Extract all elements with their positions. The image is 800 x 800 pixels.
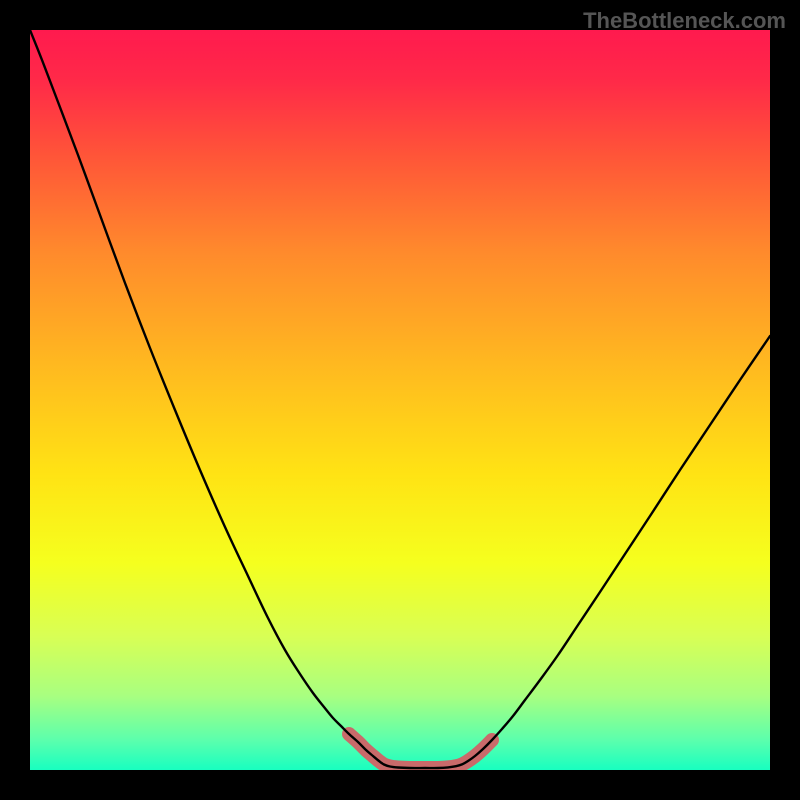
chart-container: TheBottleneck.com [0,0,800,800]
watermark-text: TheBottleneck.com [583,8,786,34]
bottleneck-curve-plot [0,0,800,800]
gradient-background [30,30,770,770]
